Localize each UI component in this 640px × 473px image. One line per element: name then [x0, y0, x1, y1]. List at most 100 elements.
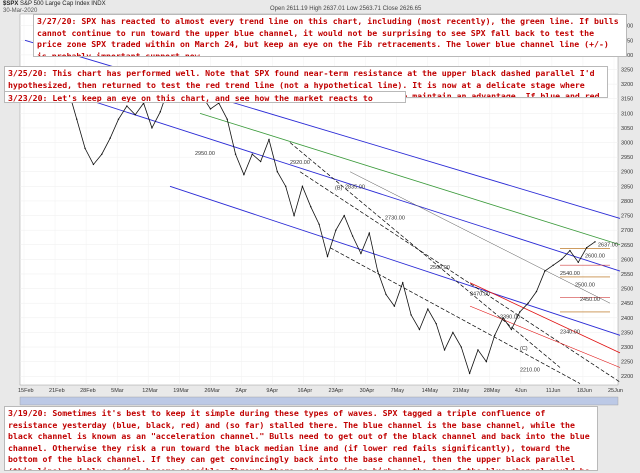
y-tick-label: 2700: [621, 228, 633, 234]
y-tick-label: 3250: [621, 68, 633, 74]
x-tick-label: 30Apr: [360, 388, 375, 394]
price-point: [84, 147, 86, 150]
blue-channel-median: [84, 98, 621, 272]
y-tick-label: 2450: [621, 301, 633, 307]
price-point: [243, 173, 245, 176]
price-label: 2920.00: [290, 160, 310, 166]
price-point: [393, 305, 396, 307]
price-point: [343, 214, 345, 217]
y-tick-label: 3300: [621, 53, 633, 59]
price-point: [310, 206, 312, 208]
price-point: [493, 334, 496, 337]
price-label: 2637.00: [598, 243, 618, 249]
price-label: 2500.00: [575, 283, 595, 289]
x-tick-label: 18Jun: [577, 388, 592, 394]
price-label: 2210.00: [520, 367, 540, 373]
wave-annotation: (B): [335, 185, 343, 191]
symbol-label: $SPX: [3, 1, 19, 7]
price-point: [452, 331, 454, 334]
x-tick-label: 26Mar: [204, 388, 220, 394]
price-point: [293, 214, 295, 217]
y-tick-label: 2250: [621, 360, 633, 366]
y-tick-label: 3100: [621, 111, 633, 117]
x-tick-label: 28May: [484, 388, 501, 394]
price-label: 2835.00: [345, 185, 365, 191]
y-tick-label: 2600: [621, 257, 633, 263]
price-point: [226, 118, 228, 120]
price-point: [427, 308, 429, 310]
price-point: [410, 314, 412, 316]
price-point: [276, 171, 279, 173]
price-point: [485, 360, 488, 363]
price-point: [560, 258, 563, 261]
indicator-panel: [19, 396, 619, 406]
x-tick-label: 11Jun: [546, 388, 561, 394]
price-label: 2450.00: [580, 297, 600, 303]
x-tick-label: 5Mar: [111, 388, 124, 394]
price-point: [351, 235, 354, 237]
x-tick-label: 25Jun: [608, 388, 623, 394]
price-point: [527, 302, 529, 304]
y-tick-label: 3400: [621, 24, 633, 30]
y-tick-label: 2900: [621, 170, 633, 176]
x-tick-label: 2Apr: [235, 388, 247, 394]
price-point: [443, 349, 446, 351]
price-point: [535, 290, 538, 293]
price-point: [477, 349, 479, 351]
chart-header: $SPX S&P 500 Large Cap Index INDX: [3, 1, 106, 7]
price-label: 2340.00: [560, 329, 580, 335]
price-point: [76, 118, 78, 120]
x-tick-label: 28Feb: [80, 388, 96, 394]
red-trend-line: [469, 282, 621, 354]
y-tick-label: 2950: [621, 155, 633, 161]
note-3-23: 3/23/20: Let's keep an eye on this chart…: [4, 91, 406, 103]
quote-readout: Open 2611.19 High 2637.01 Low 2563.71 Cl…: [270, 6, 422, 12]
price-label: 2560.00: [430, 265, 450, 271]
price-point: [502, 317, 504, 319]
y-tick-label: 2650: [621, 243, 633, 249]
y-tick-label: 2500: [621, 287, 633, 293]
y-tick-label: 2400: [621, 316, 633, 322]
price-point: [360, 252, 362, 255]
x-tick-label: 21Feb: [49, 388, 65, 394]
price-point: [385, 293, 387, 296]
price-point: [251, 153, 253, 155]
price-point: [134, 114, 136, 116]
price-point: [117, 118, 120, 120]
price-point: [552, 264, 554, 266]
y-tick-label: 2800: [621, 199, 633, 205]
y-tick-label: 3050: [621, 126, 633, 132]
price-point: [318, 223, 320, 226]
y-tick-label: 2350: [621, 330, 633, 336]
black-thin-parallel: [349, 171, 611, 304]
y-tick-label: 3000: [621, 141, 633, 147]
y-tick-label: 2850: [621, 184, 633, 190]
price-label: 2950.00: [195, 151, 215, 157]
price-point: [335, 229, 337, 231]
red-lower-line: [469, 305, 621, 368]
y-tick-label: 2200: [621, 374, 633, 380]
x-tick-label: 23Apr: [329, 388, 344, 394]
x-tick-label: 19Mar: [173, 388, 189, 394]
symbol-name: S&P 500 Large Cap Index: [20, 1, 90, 7]
price-point: [418, 328, 421, 331]
price-point: [151, 127, 153, 129]
y-tick-label: 2550: [621, 272, 633, 278]
y-tick-label: 2300: [621, 345, 633, 351]
price-point: [259, 160, 262, 163]
price-point: [435, 322, 437, 325]
price-point: [268, 138, 270, 141]
green-line: [199, 112, 621, 246]
price-point: [402, 282, 404, 284]
price-point: [585, 247, 588, 249]
price-point: [159, 111, 162, 113]
price-label: 2600.00: [585, 253, 605, 259]
price-point: [368, 232, 370, 234]
price-point: [285, 185, 287, 188]
x-tick-label: 12Mar: [142, 388, 158, 394]
price-point: [301, 185, 304, 188]
price-point: [109, 137, 111, 139]
y-tick-label: 2750: [621, 214, 633, 220]
y-tick-label: 3150: [621, 97, 633, 103]
